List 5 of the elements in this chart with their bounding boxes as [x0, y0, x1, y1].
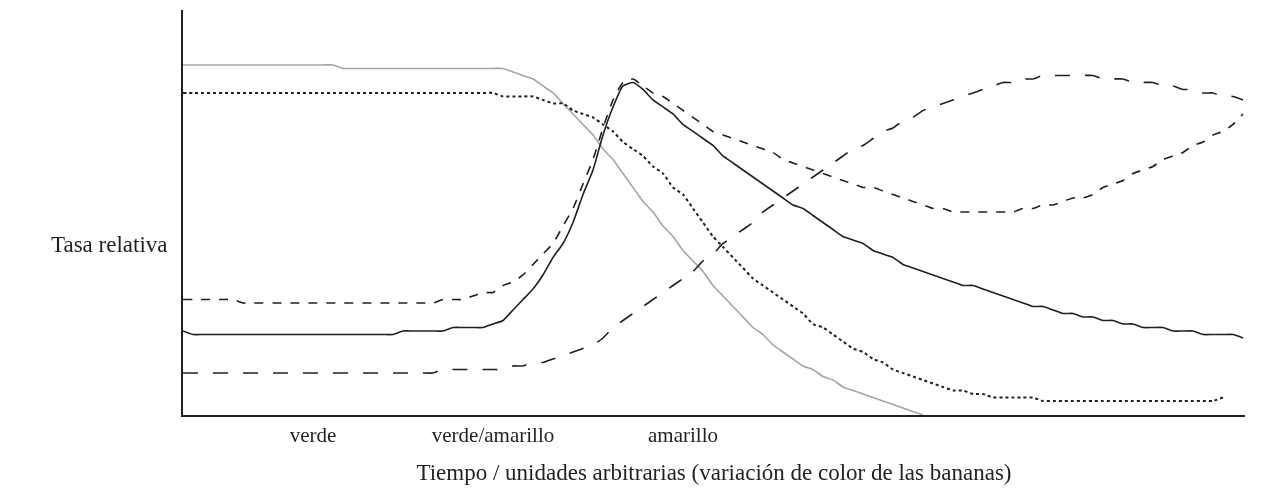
y-axis-title: Tasa relativa [51, 232, 168, 257]
x-axis-title: Tiempo / unidades arbitrarias (variación de color de las bananas) [416, 460, 1012, 486]
x-tick-label: verde/amarillo [431, 423, 555, 448]
x-tick-label: amarillo [648, 423, 718, 448]
x-tick-label: verde [289, 423, 337, 448]
